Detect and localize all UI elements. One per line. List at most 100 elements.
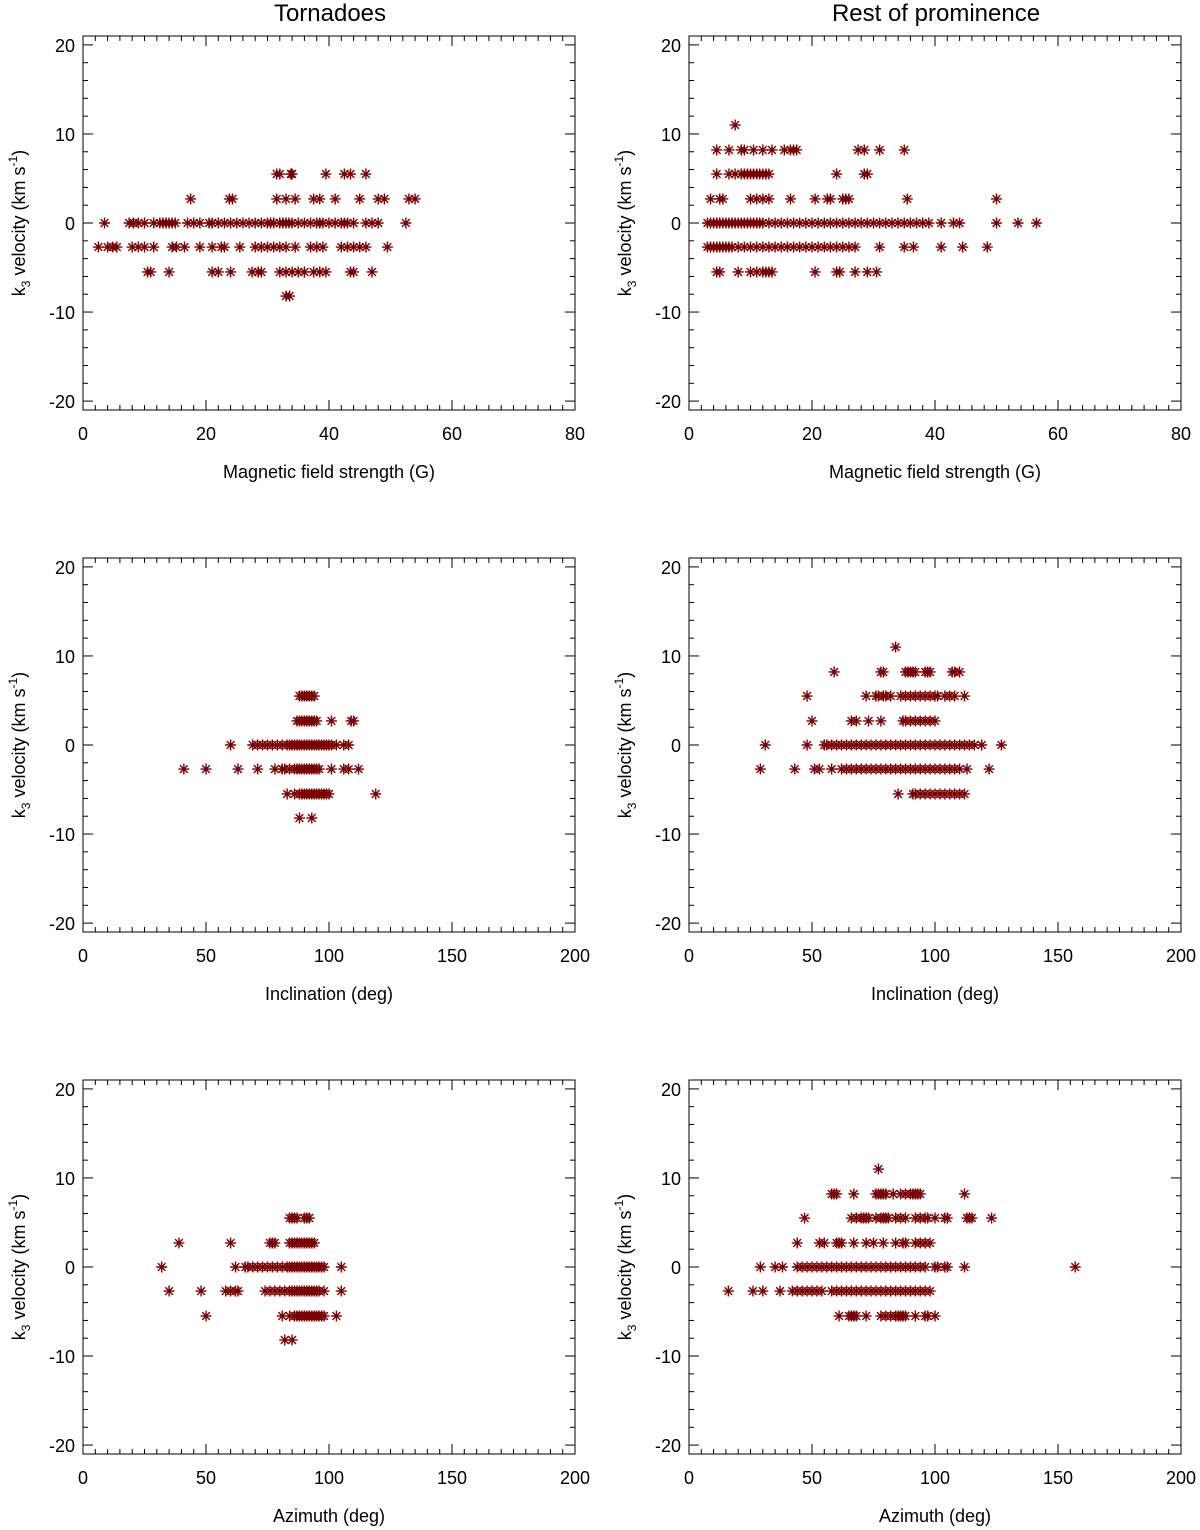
data-point <box>132 217 144 229</box>
data-point <box>348 217 360 229</box>
data-point <box>899 1237 911 1249</box>
x-axis-label: Inclination (deg) <box>265 984 393 1004</box>
data-point <box>311 715 323 727</box>
y-tick-label: -20 <box>655 1436 681 1456</box>
data-point <box>298 266 310 278</box>
data-point <box>230 1261 242 1273</box>
scatter-panel: 0 50 100 150 200 -20 -10 0 10 20 Azimuth (deg) k3 v… <box>612 1079 1196 1526</box>
data-point <box>931 690 943 702</box>
x-tick-label: 50 <box>196 1468 216 1488</box>
x-tick-label: 100 <box>920 946 950 966</box>
data-point <box>345 168 357 180</box>
data-point <box>308 193 320 205</box>
data-point <box>139 217 150 229</box>
x-tick-label: 20 <box>802 424 822 444</box>
data-point <box>293 812 305 824</box>
data-point <box>185 193 197 205</box>
data-point <box>291 1212 303 1224</box>
data-point <box>403 193 415 205</box>
data-point <box>899 1310 911 1322</box>
data-point <box>705 193 717 205</box>
data-point <box>892 217 904 229</box>
x-tick-label: 200 <box>1166 1468 1196 1488</box>
y-tick-label: 20 <box>661 1080 681 1100</box>
data-point <box>872 1163 884 1175</box>
data-point <box>1030 217 1042 229</box>
scatter-panel: 0 20 40 60 80 -20 -10 0 10 20 Magnetic field stren… <box>6 35 585 482</box>
data-point <box>329 217 341 229</box>
data-point <box>986 1212 998 1224</box>
data-point <box>745 266 756 278</box>
data-point <box>861 168 873 180</box>
data-point <box>163 266 175 278</box>
data-point <box>200 763 212 775</box>
data-point <box>279 1334 291 1346</box>
data-point <box>852 144 864 156</box>
data-point <box>914 1188 926 1200</box>
x-tick-label: 150 <box>1043 946 1073 966</box>
data-point <box>232 763 244 775</box>
y-axis-label: k3 velocity (km s-1) <box>6 1194 33 1340</box>
data-point <box>961 763 973 775</box>
data-point <box>754 763 766 775</box>
data-point <box>285 168 297 180</box>
y-tick-label: 0 <box>671 736 681 756</box>
data-point <box>280 241 292 253</box>
data-point <box>268 241 280 253</box>
data-point <box>824 217 836 229</box>
data-point <box>836 1237 848 1249</box>
x-axis-label: Inclination (deg) <box>871 984 999 1004</box>
data-point <box>766 266 778 278</box>
x-tick-label: 200 <box>1166 946 1196 966</box>
data-point <box>335 1285 347 1297</box>
data-point <box>751 241 763 253</box>
scatter-panel: 0 50 100 150 200 -20 -10 0 10 20 Inclination (deg)… <box>612 557 1196 1004</box>
y-tick-label: 20 <box>55 558 75 578</box>
data-point <box>246 266 258 278</box>
x-tick-label: 0 <box>684 1468 694 1488</box>
data-point <box>929 1212 941 1224</box>
data-point <box>726 241 738 253</box>
data-point <box>723 168 735 180</box>
data-point <box>957 241 969 253</box>
data-point <box>173 1237 185 1249</box>
data-point <box>348 241 360 253</box>
data-point <box>788 241 800 253</box>
data-point <box>732 266 744 278</box>
data-point <box>751 266 763 278</box>
data-point <box>281 788 293 800</box>
data-point <box>148 217 160 229</box>
x-tick-label: 0 <box>78 946 88 966</box>
data-point <box>898 144 910 156</box>
data-point <box>320 168 332 180</box>
data-point <box>231 217 243 229</box>
data-point <box>178 241 190 253</box>
data-point <box>280 266 292 278</box>
data-point <box>360 241 372 253</box>
data-point <box>323 788 335 800</box>
data-point <box>909 666 921 678</box>
data-point <box>831 168 843 180</box>
x-tick-label: 200 <box>560 946 590 966</box>
y-axis-label: k3 velocity (km s-1) <box>612 1194 639 1340</box>
data-point <box>880 217 892 229</box>
x-axis-label: Magnetic field strength (G) <box>829 462 1041 482</box>
x-tick-label: 50 <box>196 946 216 966</box>
data-point <box>318 1285 330 1297</box>
data-point <box>284 290 296 302</box>
data-point <box>874 144 886 156</box>
data-point <box>360 168 372 180</box>
data-point <box>366 217 378 229</box>
x-tick-label: 150 <box>437 946 467 966</box>
data-point <box>717 193 729 205</box>
data-point <box>262 241 273 253</box>
data-point <box>311 241 323 253</box>
data-point <box>800 217 812 229</box>
y-tick-label: 20 <box>661 558 681 578</box>
data-point <box>271 193 283 205</box>
data-point <box>348 266 360 278</box>
data-point <box>935 241 947 253</box>
data-point <box>981 241 993 253</box>
data-point <box>861 217 873 229</box>
